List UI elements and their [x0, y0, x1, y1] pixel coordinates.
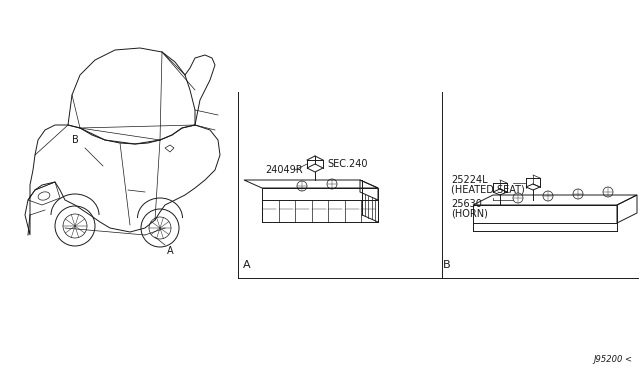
Text: 24049R: 24049R — [265, 165, 303, 175]
Text: A: A — [167, 246, 173, 256]
Text: 25224L: 25224L — [451, 175, 488, 185]
Text: B: B — [443, 260, 451, 270]
Text: SEC.240: SEC.240 — [327, 159, 367, 169]
Text: 25630: 25630 — [451, 199, 482, 209]
Text: J95200 <: J95200 < — [593, 355, 632, 364]
Text: A: A — [243, 260, 251, 270]
Text: B: B — [72, 135, 79, 145]
Text: (HORN): (HORN) — [451, 209, 488, 219]
Text: (HEATED SEAT): (HEATED SEAT) — [451, 185, 525, 195]
